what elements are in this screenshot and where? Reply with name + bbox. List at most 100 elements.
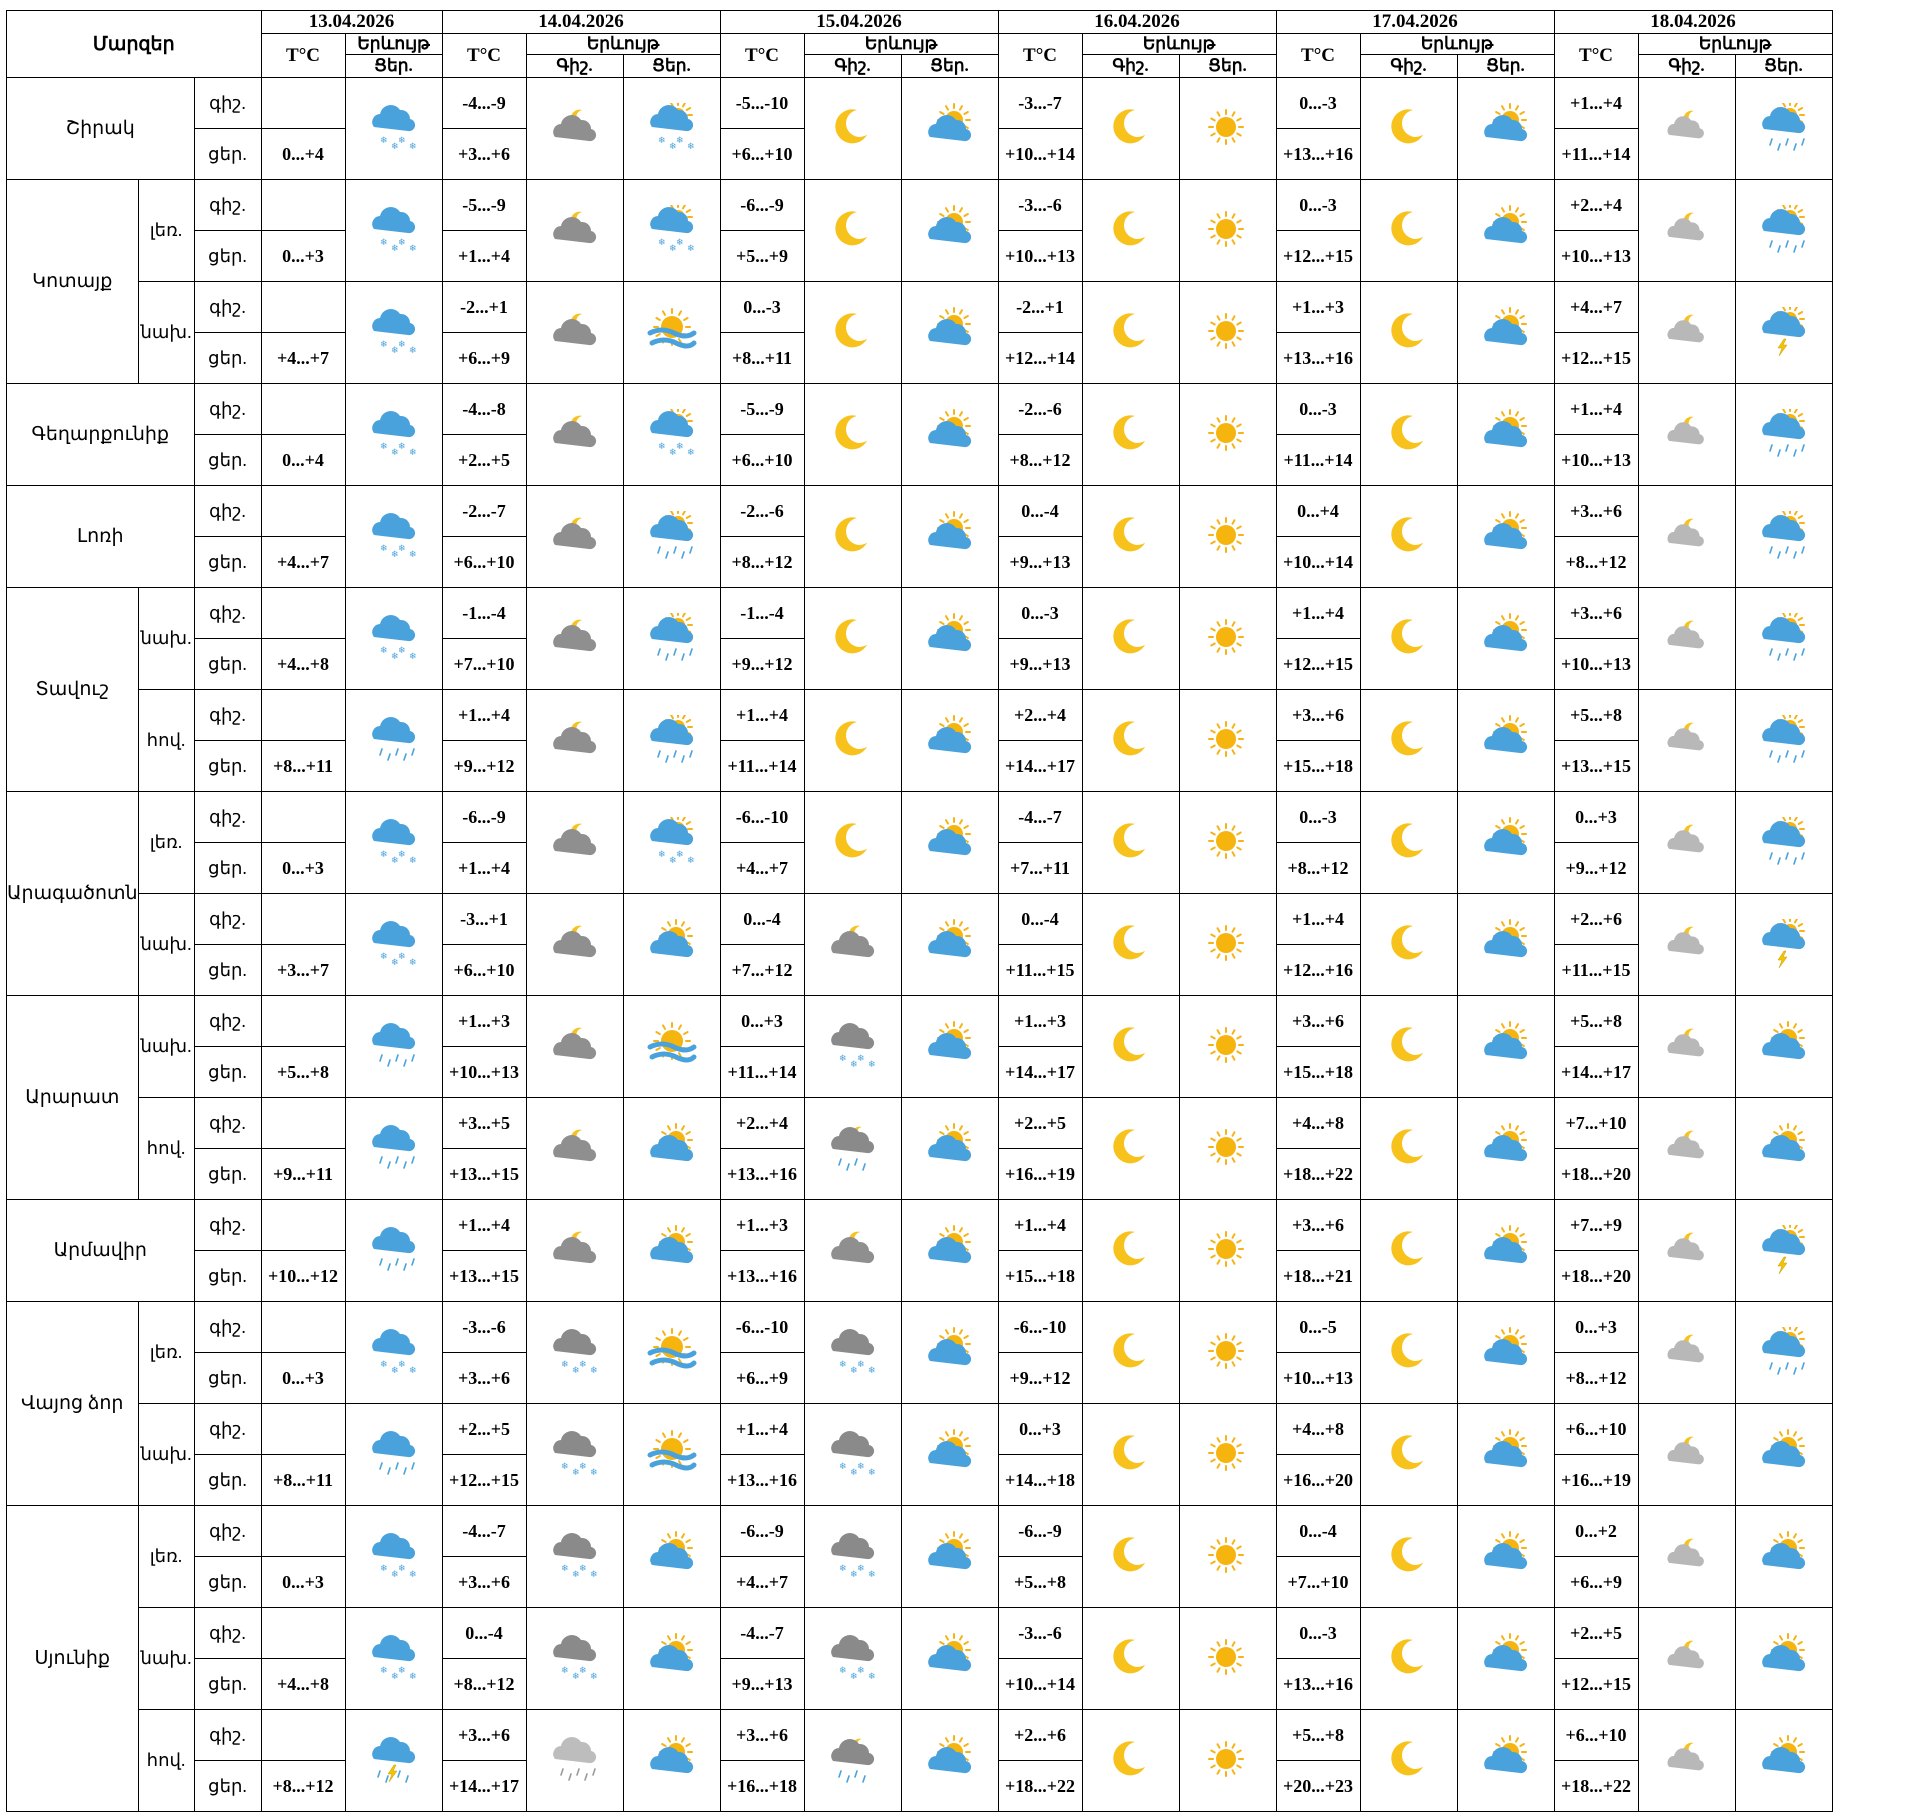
sun-cloud-icon	[1483, 408, 1527, 447]
region-name: Գեղարքունիք	[6, 383, 195, 486]
region-name: Արարատ	[6, 995, 139, 1200]
time-of-day-label: ցեր.	[193, 536, 262, 588]
snow-sun-cloud-icon: ❄❄❄❄	[649, 816, 694, 866]
snow-cloud-icon: ❄❄❄❄	[344, 77, 443, 180]
rain-cloud-icon	[371, 1226, 415, 1271]
temperature-range: +9...+12	[997, 1352, 1083, 1404]
moon-icon	[1359, 587, 1458, 690]
snow-cloud-icon: ❄❄❄❄	[344, 1505, 443, 1608]
sun-cloud-icon	[1483, 1326, 1527, 1365]
moon-cloud-gray-icon	[1667, 1640, 1704, 1668]
time-of-day-label: ցեր.	[193, 230, 262, 282]
table-row: Սյունիք լեռ. գիշ. ❄ ❄ ❄ ❄ -4...-7 ❄ ❄ ❄ ❄ -6...-9 ❄ ❄ ❄…	[6, 1505, 1833, 1812]
svg-text:❄: ❄	[409, 448, 417, 458]
temperature-header: T°C	[1553, 33, 1639, 78]
sun-cloud-icon	[1761, 1530, 1805, 1569]
svg-text:❄: ❄	[868, 1468, 876, 1478]
sun-fog-icon	[647, 307, 697, 348]
zone-label: նախ.	[137, 281, 195, 384]
moon-cloud-gray-icon	[1667, 416, 1704, 444]
moon-icon	[1081, 995, 1180, 1098]
svg-text:❄: ❄	[561, 1462, 569, 1472]
svg-text:❄: ❄	[380, 1666, 388, 1676]
snow-cloud-icon: ❄❄❄❄	[371, 614, 416, 662]
temperature-range: +13...+16	[719, 1250, 805, 1302]
temperature-range: +3...+5	[441, 1097, 527, 1149]
moon-cloud-icon	[525, 179, 624, 282]
moon-icon	[834, 210, 867, 245]
temperature-range: +3...+7	[260, 944, 346, 996]
sun-cloud-icon	[927, 918, 971, 957]
time-of-day-label: ցեր.	[193, 332, 262, 384]
svg-text:❄: ❄	[850, 1060, 858, 1070]
moon-cloud-icon	[552, 517, 596, 549]
moon-icon	[1081, 1607, 1180, 1710]
sun-icon	[1207, 1536, 1244, 1573]
moon-cloud-icon	[552, 925, 596, 957]
sun-cloud-icon	[1456, 485, 1555, 588]
zone-label: նախ.	[137, 587, 195, 690]
moon-cloud-gray-icon	[1667, 1130, 1704, 1158]
sun-cloud-icon	[927, 1530, 971, 1569]
moon-icon	[803, 77, 902, 180]
table-row: Տավուշ նախ. գիշ. ❄ ❄ ❄ ❄ -1...-4 -1...-4 0...-3 +1…	[6, 587, 1833, 792]
svg-text:❄: ❄	[839, 1564, 847, 1574]
sun-icon	[1207, 1026, 1244, 1063]
zone-label: նախ.	[137, 893, 195, 996]
temperature-range	[260, 995, 346, 1047]
moon-icon	[1390, 108, 1423, 143]
sun-fog-icon	[622, 281, 721, 384]
sun-cloud-icon	[900, 1097, 999, 1200]
moon-icon	[1081, 791, 1180, 894]
snow-gray-cloud-icon: ❄❄❄❄	[830, 1022, 875, 1070]
moon-icon	[834, 516, 867, 551]
temperature-range	[260, 1709, 346, 1761]
moon-icon	[1081, 1199, 1180, 1302]
moon-cloud-icon	[803, 1199, 902, 1302]
temperature-range: +9...+11	[260, 1148, 346, 1200]
rain-sun-cloud-icon	[1761, 204, 1805, 253]
sun-fog-icon	[622, 995, 721, 1098]
temperature-range: +15...+18	[1275, 740, 1361, 792]
moon-cloud-icon	[803, 893, 902, 996]
moon-cloud-icon	[525, 587, 624, 690]
time-of-day-label: գիշ.	[193, 1505, 262, 1557]
sun-cloud-icon	[927, 1734, 971, 1773]
sun-cloud-icon	[1734, 1403, 1833, 1506]
moon-cloud-icon	[525, 1097, 624, 1200]
temperature-range: +6...+9	[1553, 1556, 1639, 1608]
table-row: Արմավիր գիշ. +1...+4 +1...+3 +1...+4 +3...+6 +…	[6, 1199, 1833, 1302]
temperature-range: +6...+10	[1553, 1709, 1639, 1761]
svg-text:❄: ❄	[391, 856, 399, 866]
moon-icon	[1081, 1301, 1180, 1404]
moon-icon	[1390, 312, 1423, 347]
moon-cloud-gray-icon	[1637, 77, 1736, 180]
moon-icon	[1359, 791, 1458, 894]
time-of-day-label: գիշ.	[193, 1709, 262, 1761]
moon-icon	[1112, 210, 1145, 245]
sun-cloud-icon	[649, 918, 693, 957]
temperature-range: +4...+7	[260, 332, 346, 384]
temperature-range	[260, 1505, 346, 1557]
time-of-day-label: ցեր.	[193, 1658, 262, 1710]
temperature-range: +18...+20	[1553, 1148, 1639, 1200]
temperature-range: -6...-9	[719, 1505, 805, 1557]
sun-icon	[1178, 1301, 1277, 1404]
moon-icon	[1390, 210, 1423, 245]
svg-text:❄: ❄	[590, 1468, 598, 1478]
snow-sun-cloud-icon: ❄❄❄❄	[622, 77, 721, 180]
moon-icon	[1081, 179, 1180, 282]
temperature-range: -1...-4	[441, 587, 527, 639]
moon-cloud-gray-icon	[1637, 1403, 1736, 1506]
sun-cloud-icon	[900, 587, 999, 690]
sun-cloud-icon	[1734, 1607, 1833, 1710]
sun-icon	[1178, 485, 1277, 588]
snow-gray-cloud-icon: ❄❄❄❄	[552, 1532, 597, 1580]
moon-icon	[834, 618, 867, 653]
snow-gray-cloud-icon: ❄❄❄❄	[830, 1430, 876, 1478]
snow-cloud-icon: ❄❄❄❄	[371, 512, 416, 560]
temperature-range: +3...+6	[1275, 995, 1361, 1047]
temperature-range: +2...+5	[441, 1403, 527, 1455]
svg-text:❄: ❄	[409, 958, 417, 968]
svg-text:❄: ❄	[409, 1570, 417, 1580]
